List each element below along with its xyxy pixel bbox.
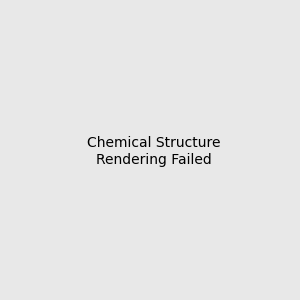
Text: Chemical Structure
Rendering Failed: Chemical Structure Rendering Failed xyxy=(87,136,220,166)
